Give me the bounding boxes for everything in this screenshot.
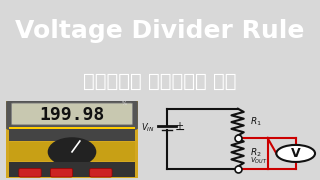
Text: $V_{IN}$: $V_{IN}$ xyxy=(141,122,155,134)
Text: $R_2$: $R_2$ xyxy=(250,146,261,159)
FancyBboxPatch shape xyxy=(90,168,112,177)
Bar xyxy=(9,127,135,129)
Circle shape xyxy=(276,145,315,162)
Text: +: + xyxy=(176,121,184,130)
Text: Voltage Divider Rule: Voltage Divider Rule xyxy=(15,19,305,43)
Text: 199.98: 199.98 xyxy=(39,106,105,124)
Bar xyxy=(9,162,135,177)
Text: $R_1$: $R_1$ xyxy=(250,116,262,128)
FancyBboxPatch shape xyxy=(50,168,73,177)
Text: V: V xyxy=(291,147,300,160)
Circle shape xyxy=(48,138,96,166)
FancyBboxPatch shape xyxy=(19,168,41,177)
FancyBboxPatch shape xyxy=(6,101,138,129)
Text: %: % xyxy=(122,101,127,106)
Bar xyxy=(9,142,135,161)
Text: የስᙑታኞ ዳጋይደር ሕግ: የስᙑታኞ ዳጋይደር ሕግ xyxy=(83,72,237,91)
Text: −: − xyxy=(174,124,185,137)
FancyBboxPatch shape xyxy=(3,98,141,180)
FancyBboxPatch shape xyxy=(12,103,132,125)
Bar xyxy=(9,129,135,141)
Text: $V_{OUT}$: $V_{OUT}$ xyxy=(250,156,268,166)
